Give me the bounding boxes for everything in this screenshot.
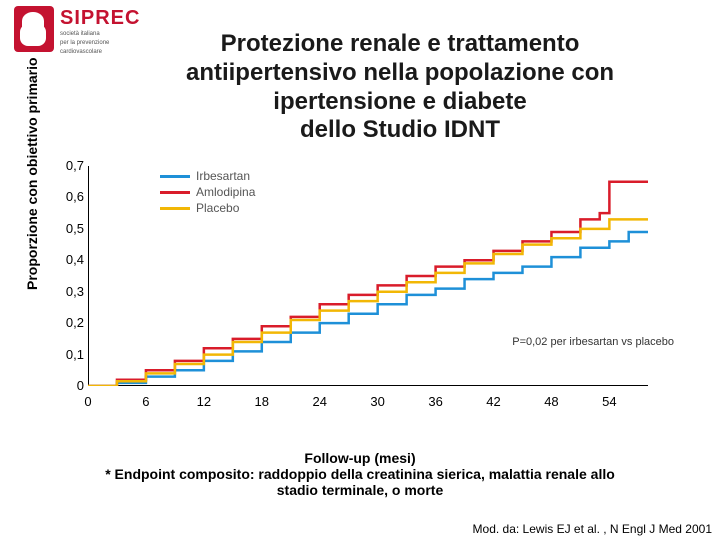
footnote: * Endpoint composito: raddoppio della cr…: [40, 466, 680, 498]
legend-item: Amlodipina: [160, 184, 255, 200]
x-tick-label: 6: [142, 394, 149, 409]
logo-brand: SIPREC: [60, 8, 140, 28]
footnote-line-1a: * Endpoint composito: raddoppio della cr…: [105, 466, 615, 482]
y-tick-label: 0,6: [60, 189, 84, 204]
page-title: Protezione renale e trattamento antiiper…: [120, 30, 680, 145]
x-tick-label: 18: [255, 394, 269, 409]
x-tick-label: 0: [84, 394, 91, 409]
y-tick-label: 0,4: [60, 252, 84, 267]
footnote-line-1b: stadio terminale, o morte: [277, 482, 443, 498]
y-tick-label: 0,1: [60, 347, 84, 362]
legend-swatch: [160, 207, 190, 210]
x-tick-label: 48: [544, 394, 558, 409]
y-tick-label: 0,5: [60, 221, 84, 236]
x-axis-label: Follow-up (mesi): [40, 450, 680, 466]
y-tick-label: 0,7: [60, 158, 84, 173]
y-axis-label: Proporzione con obiettivo primario: [24, 57, 40, 290]
x-tick-label: 30: [370, 394, 384, 409]
y-tick-label: 0: [60, 378, 84, 393]
x-tick-label: 24: [312, 394, 326, 409]
logo-icon: [14, 6, 54, 52]
legend-swatch: [160, 191, 190, 194]
citation: Mod. da: Lewis EJ et al. , N Engl J Med …: [473, 522, 712, 536]
y-tick-label: 0,3: [60, 284, 84, 299]
chart: Proporzione con obiettivo primario 00,10…: [40, 166, 680, 436]
title-line-2: antiipertensivo nella popolazione con: [120, 59, 680, 88]
title-line-3: ipertensione e diabete: [120, 88, 680, 117]
title-line-4: dello Studio IDNT: [120, 116, 680, 145]
x-tick-label: 36: [428, 394, 442, 409]
title-line-1: Protezione renale e trattamento: [120, 30, 680, 59]
x-tick-label: 54: [602, 394, 616, 409]
legend-label: Irbesartan: [196, 169, 250, 183]
legend-item: Irbesartan: [160, 168, 255, 184]
x-tick-label: 12: [197, 394, 211, 409]
legend-item: Placebo: [160, 200, 255, 216]
legend-label: Placebo: [196, 201, 239, 215]
p-value-text: P=0,02 per irbesartan vs placebo: [512, 336, 674, 348]
legend: Irbesartan Amlodipina Placebo: [160, 168, 255, 216]
legend-label: Amlodipina: [196, 185, 255, 199]
y-tick-label: 0,2: [60, 315, 84, 330]
x-tick-label: 42: [486, 394, 500, 409]
legend-swatch: [160, 175, 190, 178]
